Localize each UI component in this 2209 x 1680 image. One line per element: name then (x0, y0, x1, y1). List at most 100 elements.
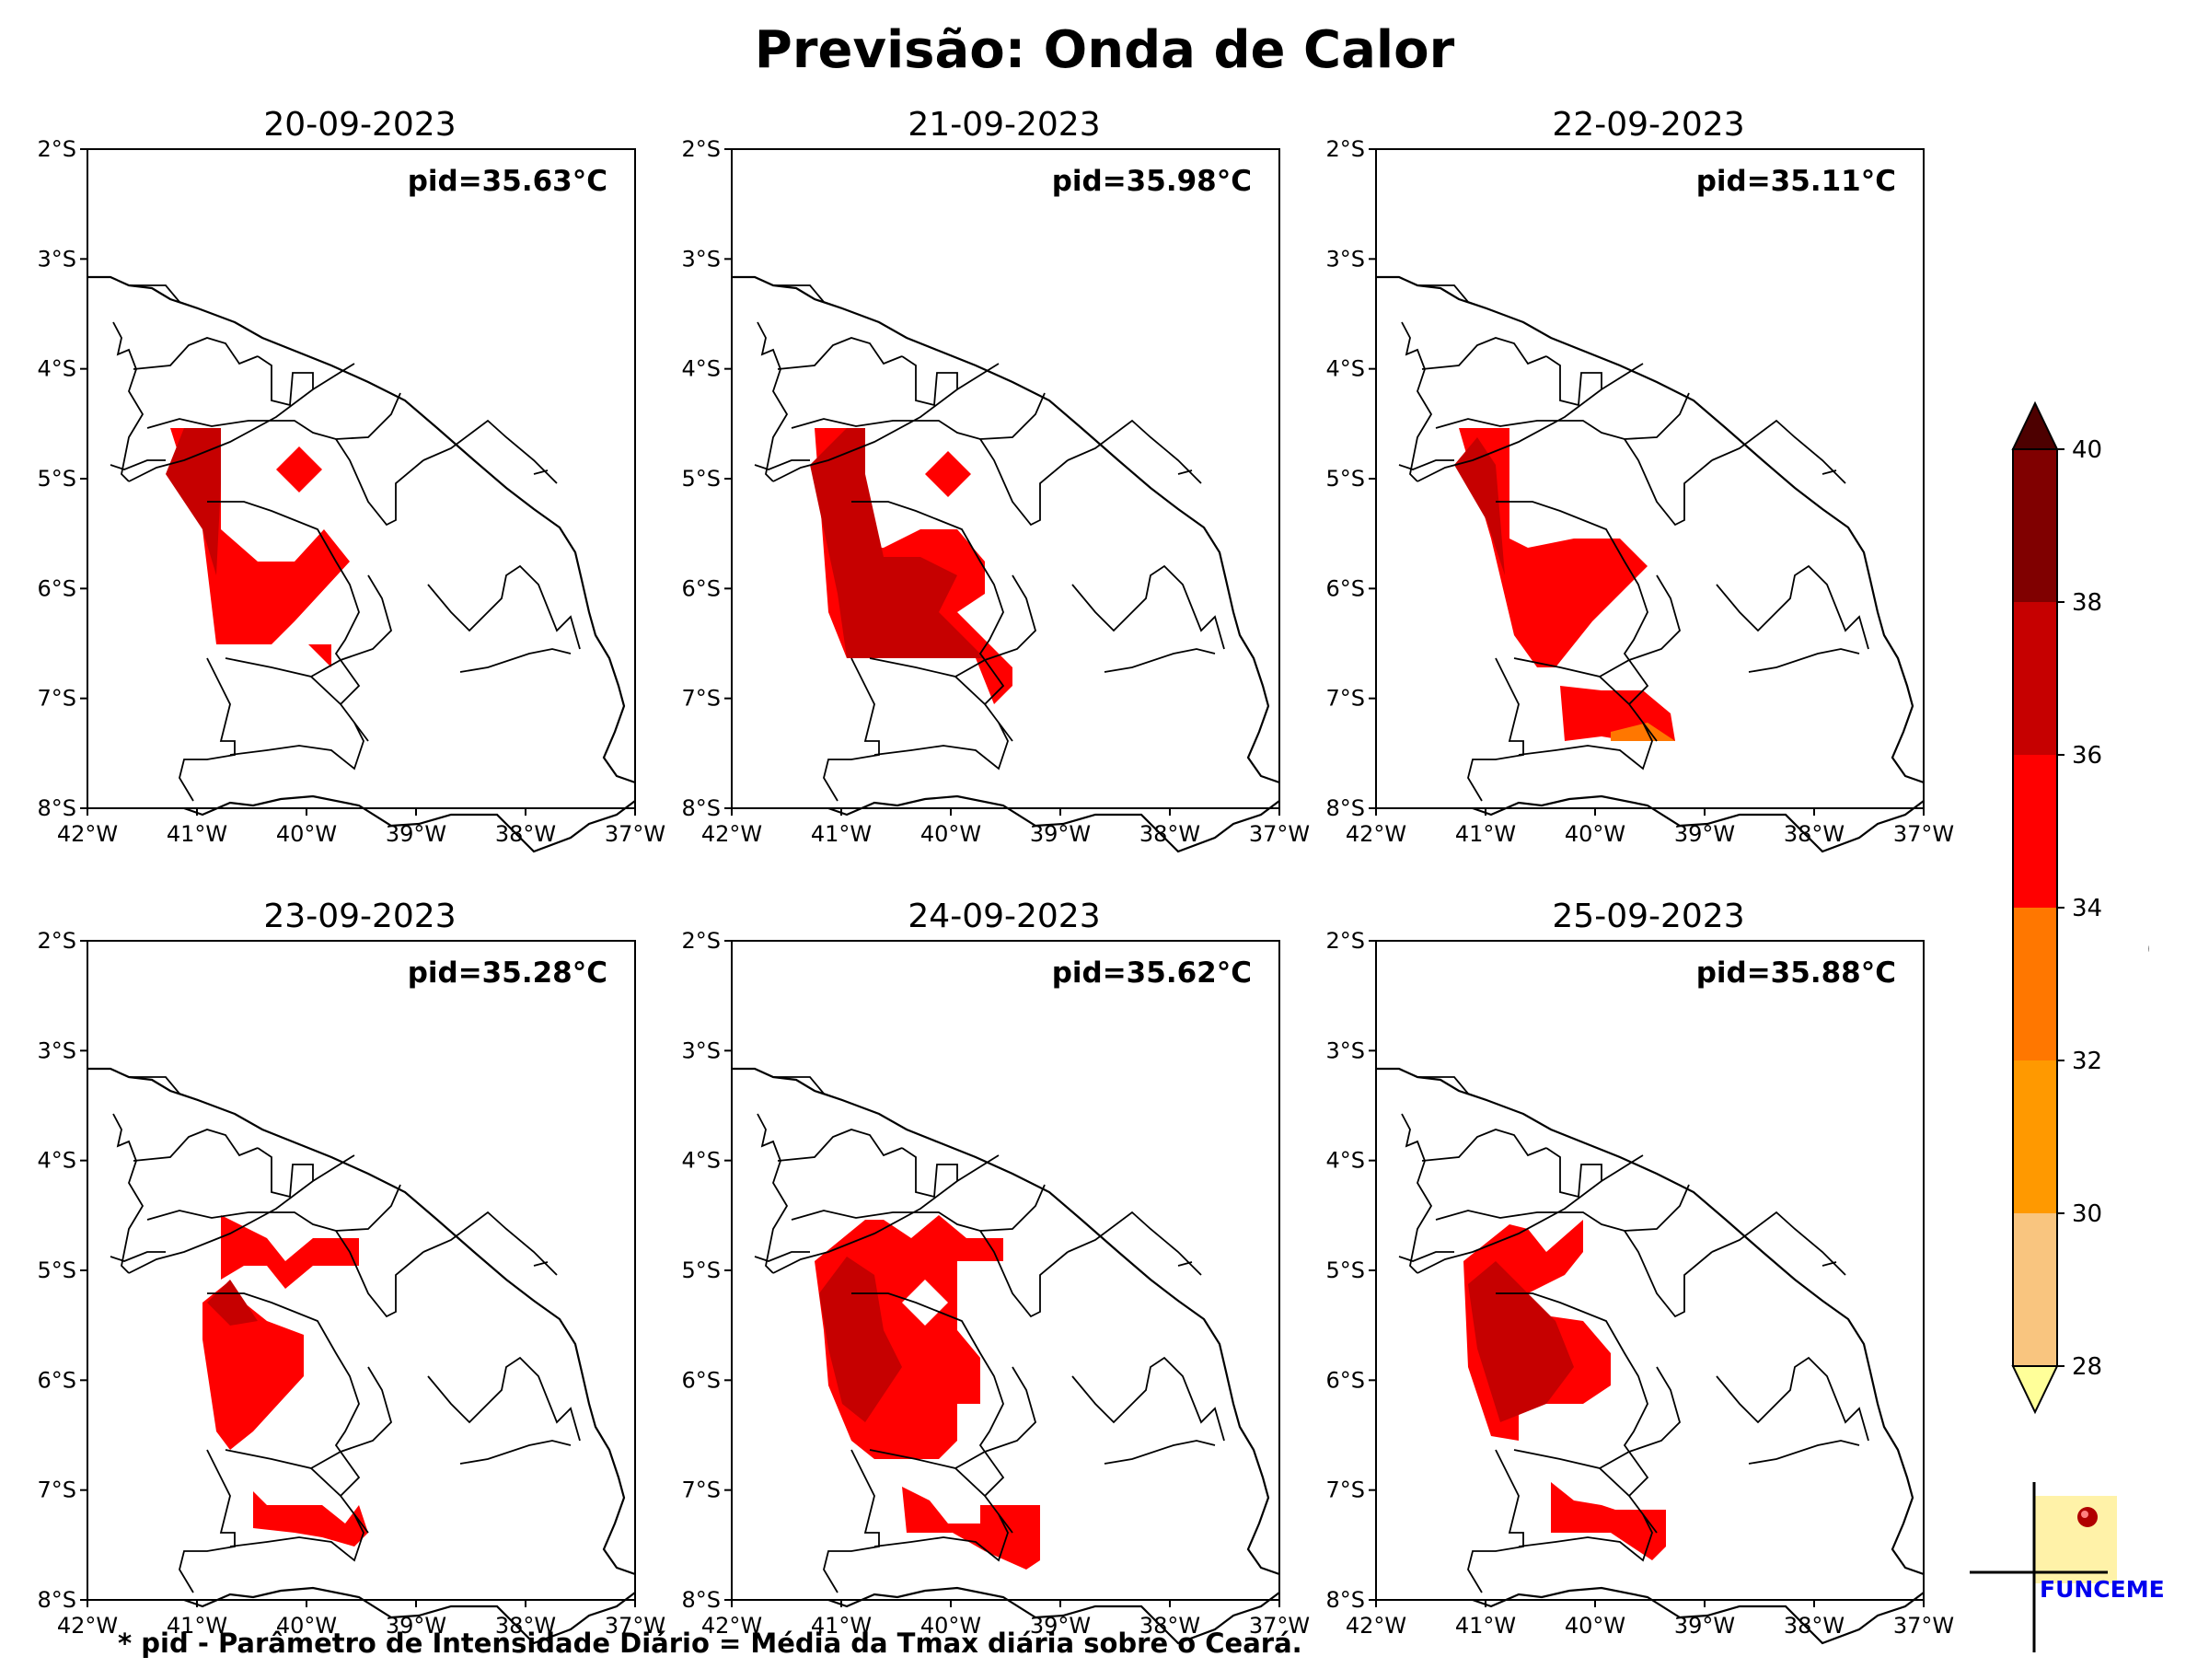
lat-tick-label: 3°S (1325, 246, 1365, 272)
map-svg: 25-09-2023 pid=35.88°C 2°S 3°S 4°S 5°S 6°S 7°… (1325, 898, 1954, 1645)
lat-tick-label: 4°S (37, 1148, 76, 1174)
lon-tick-label: 37°W (1249, 821, 1310, 847)
lon-tick-label: 42°W (57, 821, 118, 847)
lat-tick-label: 3°S (681, 246, 721, 272)
lat-axis: 2°S 3°S 4°S 5°S 6°S 7°S 8°S (37, 928, 87, 1613)
pid-value: pid=35.28°C (408, 956, 607, 990)
map-svg: 20-09-2023 pid=35.63°C 2°S 3°S 4°S 5°S 6°S 7°… (37, 106, 665, 853)
lon-tick-label: 40°W (276, 1613, 337, 1639)
lat-tick-label: 2°S (37, 136, 76, 162)
lat-tick-label: 4°S (1325, 356, 1365, 382)
lat-tick-label: 8°S (37, 795, 76, 821)
colorbar-max-arrow (2011, 400, 2059, 450)
heat-fill (202, 1215, 368, 1547)
lon-tick-label: 42°W (1346, 821, 1406, 847)
lon-axis: 42°W 41°W 40°W 39°W 38°W 37°W (1346, 1600, 1954, 1639)
lat-tick-label: 5°S (681, 1257, 721, 1283)
state-outline (732, 275, 1280, 853)
colorbar: 28 30 32 34 36 38 40 °C (2011, 400, 2149, 1415)
lat-tick-label: 5°S (681, 466, 721, 492)
lon-tick-label: 40°W (1565, 1613, 1625, 1639)
footnote: * pid - Parâmetro de Intensidade Diário … (118, 1628, 1302, 1659)
lat-tick-label: 3°S (37, 1037, 76, 1063)
lat-tick-label: 6°S (37, 575, 76, 601)
lon-tick-label: 41°W (1455, 821, 1516, 847)
map-svg: 23-09-2023 pid=35.28°C 2°S 3°S 4°S 5°S 6°S 7°… (37, 898, 665, 1645)
colorbar-segment (2013, 1213, 2057, 1366)
lon-tick-label: 39°W (386, 1613, 446, 1639)
lon-tick-label: 39°W (1030, 1613, 1091, 1639)
lon-axis: 42°W 41°W 40°W 39°W 38°W 37°W (701, 1600, 1310, 1639)
lat-tick-label: 3°S (1325, 1037, 1365, 1063)
logo-sun-box (2034, 1496, 2117, 1583)
lat-axis: 2°S 3°S 4°S 5°S 6°S 7°S 8°S (681, 136, 732, 821)
panel-date: 25-09-2023 (1552, 898, 1744, 935)
lon-tick-label: 39°W (386, 821, 446, 847)
map-panel-3: 22-09-2023 pid=35.11°C 2°S 3°S 4°S 5°S 6°S 7°… (1307, 97, 1970, 888)
map-panel-1: 20-09-2023 pid=35.63°C 2°S 3°S 4°S 5°S 6°S 7°… (18, 97, 681, 888)
lon-tick-label: 39°W (1674, 1613, 1735, 1639)
lat-tick-label: 4°S (681, 1148, 721, 1174)
logo-text: FUNCEME (2040, 1576, 2165, 1603)
colorbar-segment (2013, 602, 2057, 755)
lon-tick-label: 40°W (1565, 821, 1625, 847)
lat-axis: 2°S 3°S 4°S 5°S 6°S 7°S 8°S (1325, 136, 1376, 821)
lat-tick-label: 8°S (1325, 795, 1365, 821)
map-svg: 21-09-2023 pid=35.98°C 2°S 3°S 4°S 5°S 6°S 7°… (681, 106, 1310, 853)
colorbar-label: °C (2141, 921, 2149, 958)
panel-date: 23-09-2023 (263, 898, 456, 935)
state-outline (87, 1067, 636, 1645)
state-outline (87, 275, 636, 853)
lon-tick-label: 37°W (605, 1613, 665, 1639)
lon-tick-label: 41°W (1455, 1613, 1516, 1639)
lat-tick-label: 2°S (1325, 928, 1365, 954)
lat-tick-label: 4°S (1325, 1148, 1365, 1174)
lon-tick-label: 42°W (57, 1613, 118, 1639)
map-svg: 24-09-2023 pid=35.62°C 2°S 3°S 4°S 5°S 6°S 7°… (681, 898, 1310, 1645)
lon-tick-label: 42°W (701, 1613, 762, 1639)
pid-value: pid=35.63°C (408, 165, 607, 198)
region-divisions (754, 1076, 1225, 1593)
lat-tick-label: 7°S (1325, 686, 1365, 712)
lon-tick-label: 39°W (1674, 821, 1735, 847)
lat-tick-label: 5°S (1325, 1257, 1365, 1283)
lon-axis: 42°W 41°W 40°W 39°W 38°W 37°W (1346, 808, 1954, 847)
funceme-logo: FUNCEME (1960, 1482, 2181, 1657)
region-divisions (110, 1076, 581, 1593)
colorbar-tick-label: 30 (2072, 1200, 2102, 1228)
lat-tick-label: 2°S (1325, 136, 1365, 162)
lon-tick-label: 37°W (1249, 1613, 1310, 1639)
heat-fill (1454, 428, 1675, 741)
pid-value: pid=35.88°C (1696, 956, 1896, 990)
panel-date: 24-09-2023 (908, 898, 1100, 935)
lat-tick-label: 2°S (681, 136, 721, 162)
lon-tick-label: 38°W (1139, 821, 1200, 847)
colorbar-segments (2011, 400, 2059, 1415)
lat-tick-label: 2°S (37, 928, 76, 954)
panel-date: 21-09-2023 (908, 106, 1100, 144)
lon-tick-label: 42°W (1346, 1613, 1406, 1639)
lon-tick-label: 37°W (1893, 1613, 1954, 1639)
lat-tick-label: 2°S (681, 928, 721, 954)
colorbar-ticks: 28 30 32 34 36 38 40 (2057, 436, 2102, 1381)
lat-tick-label: 7°S (681, 686, 721, 712)
lon-tick-label: 38°W (495, 821, 556, 847)
colorbar-tick-label: 40 (2072, 436, 2102, 464)
lat-tick-label: 5°S (37, 466, 76, 492)
lat-tick-label: 6°S (37, 1367, 76, 1393)
colorbar-tick-label: 34 (2072, 895, 2102, 922)
map-panel-2: 21-09-2023 pid=35.98°C 2°S 3°S 4°S 5°S 6°S 7°… (663, 97, 1325, 888)
panel-date: 20-09-2023 (263, 106, 456, 144)
pid-value: pid=35.98°C (1052, 165, 1252, 198)
heat-fill (810, 428, 1012, 704)
region-divisions (1398, 284, 1869, 802)
panel-date: 22-09-2023 (1552, 106, 1744, 144)
pid-value: pid=35.11°C (1696, 165, 1896, 198)
lat-tick-label: 7°S (681, 1477, 721, 1503)
lat-tick-label: 8°S (37, 1587, 76, 1613)
pid-value: pid=35.62°C (1052, 956, 1252, 990)
colorbar-tick-label: 36 (2072, 742, 2102, 770)
lon-tick-label: 40°W (276, 821, 337, 847)
lon-tick-label: 37°W (605, 821, 665, 847)
lat-tick-label: 6°S (681, 575, 721, 601)
